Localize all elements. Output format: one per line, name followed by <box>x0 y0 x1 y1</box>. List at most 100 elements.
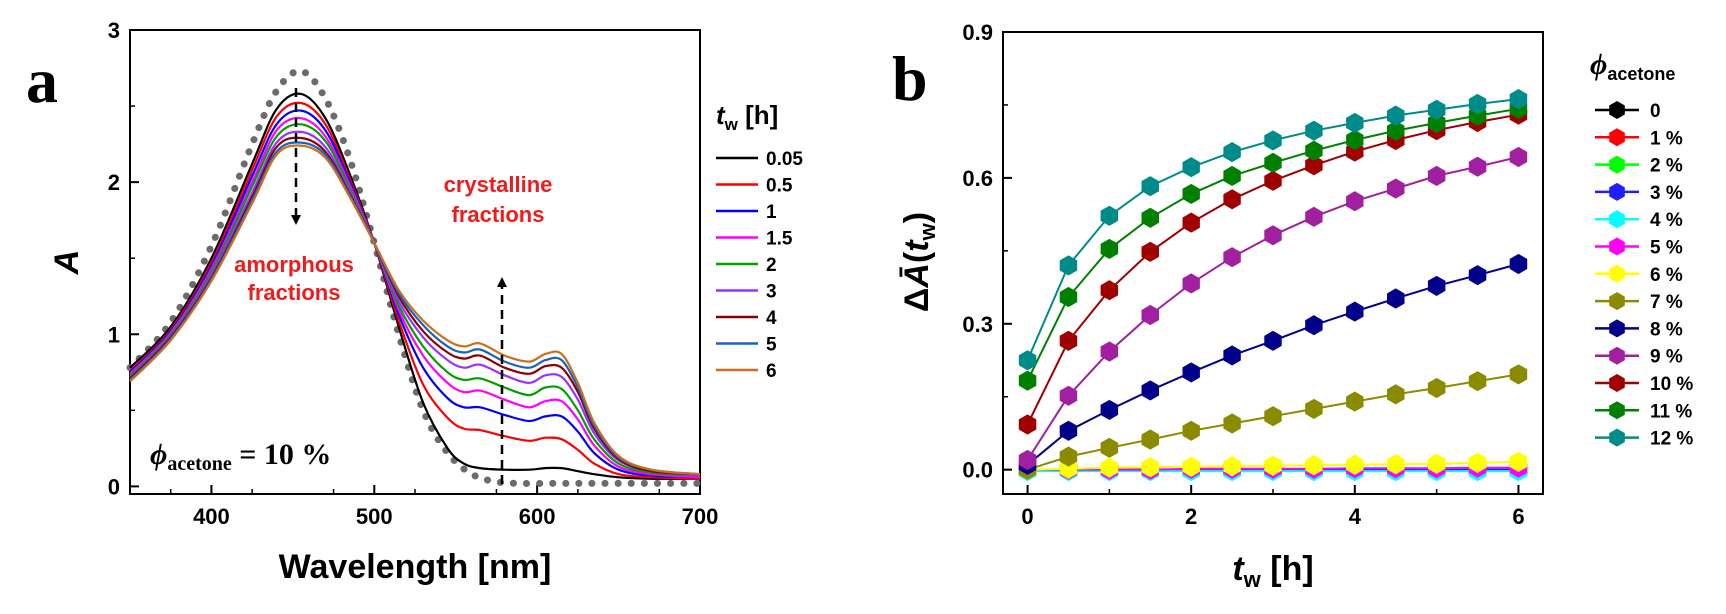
series-point <box>1182 362 1200 383</box>
panel-b-x-tick-label: 6 <box>1512 504 1524 529</box>
legend-b-swatch-marker <box>1609 401 1625 420</box>
series-point <box>1100 205 1119 226</box>
series-point <box>1100 280 1119 301</box>
phi-symbol: ϕ <box>150 438 167 471</box>
panel-b-ticks: 0 2 4 6 0.0 0.3 0.6 0.9 <box>962 20 1524 529</box>
legend-a-label-1.5: 1.5 <box>766 229 793 250</box>
series-point <box>1223 456 1241 477</box>
series-point <box>1223 247 1241 268</box>
legend-a-label-3: 3 <box>766 282 777 303</box>
panel-b-y-tick-label: 0.0 <box>962 458 993 483</box>
panel-a-legend-title: tw [h] <box>716 100 778 134</box>
series-point <box>1059 446 1078 467</box>
series-point <box>1264 225 1282 246</box>
series-point <box>1305 140 1323 161</box>
series-point <box>1346 391 1364 412</box>
series-point <box>1059 330 1078 351</box>
series-point <box>1346 301 1364 322</box>
legend-b-label: 8 % <box>1650 319 1683 340</box>
legend-b-label: 0 <box>1650 101 1661 122</box>
series-point <box>1305 155 1323 176</box>
panel-a-x-tick-label: 600 <box>519 504 556 529</box>
legend-b-label: 9 % <box>1650 347 1683 368</box>
series-point <box>1509 451 1528 472</box>
series-point <box>1059 420 1078 441</box>
series-point <box>1223 413 1241 434</box>
series-point <box>1223 189 1241 210</box>
legend-b-swatch-marker <box>1609 292 1625 311</box>
legend-b-label: 3 % <box>1650 183 1683 204</box>
series-point <box>1264 330 1282 351</box>
series-point <box>1100 341 1119 362</box>
series-point <box>1264 152 1282 173</box>
phi-subscript: acetone <box>167 453 232 475</box>
panel-a-y-tick-label: 0 <box>108 474 120 499</box>
panel-b-y-axis-label: ΔĀ(tw) <box>898 212 940 312</box>
legend-b-label: 12 % <box>1650 429 1693 450</box>
panel-a-y-tick-label: 2 <box>108 170 120 195</box>
amorphous-label-line2: fractions <box>248 280 341 305</box>
series-point <box>1059 255 1078 276</box>
crystalline-label-line2: fractions <box>452 202 545 227</box>
panel-b-y-tick-label: 0.6 <box>962 166 993 191</box>
legend-b-swatch-marker <box>1609 374 1625 392</box>
legend-b-swatch-marker <box>1609 210 1625 229</box>
series-point <box>1305 315 1323 336</box>
series-point <box>1427 275 1446 296</box>
series-point <box>1387 105 1405 126</box>
series-point <box>1387 384 1405 405</box>
crystalline-label-line1: crystalline <box>444 172 553 197</box>
panel-b: b 0 2 4 6 0.0 0.3 0.6 0.9 tw [h] ΔĀ(tw) ϕaceton… <box>892 20 1693 592</box>
legend-b-label: 11 % <box>1650 401 1692 422</box>
legend-a-label-2: 2 <box>766 255 777 276</box>
series-point <box>1264 406 1282 427</box>
panel-b-series <box>1018 89 1528 482</box>
legend-b-label: 7 % <box>1650 292 1683 313</box>
series-point <box>1305 398 1323 419</box>
series-point <box>1305 120 1323 141</box>
series-point <box>1141 429 1159 450</box>
series-6-pct <box>1018 451 1528 480</box>
series-point <box>1427 112 1446 133</box>
panel-b-legend: 0 1 % 2 % 3 % 4 % 5 % 6 % 7 % 8 % 9 % 10 % 11 % 12 % <box>1595 101 1693 450</box>
series-point <box>1264 455 1282 476</box>
series-point <box>1182 212 1200 233</box>
series-line-3 <box>129 130 701 477</box>
series-line-0.5 <box>129 101 701 480</box>
series-point <box>1427 99 1446 120</box>
panel-b-y-tick-label: 0.9 <box>962 20 993 45</box>
series-point <box>1223 142 1241 163</box>
panel-b-label: b <box>892 43 928 114</box>
series-point <box>1509 146 1528 168</box>
panel-a-x-tick-label: 500 <box>356 504 393 529</box>
panel-a-x-tick-label: 400 <box>193 504 230 529</box>
amorphous-label-line1: amorphous <box>234 252 354 277</box>
series-point <box>1100 437 1119 458</box>
legend-b-swatch-marker <box>1609 428 1625 447</box>
legend-b-label: 10 % <box>1650 374 1693 395</box>
series-12-pct <box>1018 89 1528 371</box>
series-line-5 <box>129 141 701 476</box>
legend-b-label: 4 % <box>1650 210 1683 231</box>
series-point <box>1468 452 1487 473</box>
panel-a: a 400 500 600 700 0 1 2 3 Wavelength [nm] A amo… <box>26 18 803 586</box>
series-point <box>1100 399 1119 420</box>
series-point <box>1141 304 1159 326</box>
series-point <box>1182 456 1200 477</box>
series-point <box>1141 380 1159 401</box>
series-point <box>1468 156 1487 177</box>
series-point <box>1346 112 1364 133</box>
panel-a-x-tick-label: 700 <box>682 504 719 529</box>
series-point <box>1141 241 1159 262</box>
legend-b-swatch-marker <box>1609 237 1625 256</box>
panel-a-label: a <box>26 45 58 116</box>
legend-a-label-4: 4 <box>766 308 777 329</box>
legend-b-swatch-marker <box>1609 128 1625 147</box>
panel-a-y-tick-label: 1 <box>108 322 120 347</box>
panel-a-x-axis-label: Wavelength [nm] <box>279 548 552 586</box>
series-9-pct <box>1018 146 1528 471</box>
series-point <box>1182 157 1200 178</box>
series-point <box>1141 207 1159 228</box>
panel-b-x-tick-label: 0 <box>1021 504 1033 529</box>
series-point <box>1468 93 1487 115</box>
